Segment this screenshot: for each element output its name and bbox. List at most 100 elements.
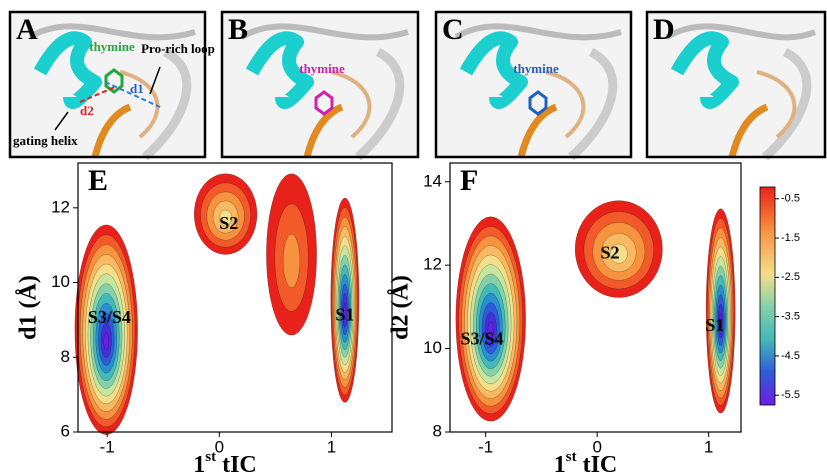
panel-frame xyxy=(8,10,207,159)
y-tick-label: 6 xyxy=(61,421,70,440)
x-axis-label-part: st xyxy=(205,449,216,465)
ribbon xyxy=(28,23,196,41)
x-tick-label: 1 xyxy=(327,437,336,456)
d1-label: d1 xyxy=(130,81,144,96)
ribbon xyxy=(454,23,622,41)
colorbar-tick-label: -2.5 xyxy=(781,271,800,283)
ribbon xyxy=(568,47,618,161)
axes-frame xyxy=(449,162,742,433)
thymine-label: thymine xyxy=(299,61,345,76)
y-tick-label: 14 xyxy=(423,171,442,190)
helix xyxy=(245,31,314,109)
loop xyxy=(756,70,797,139)
panel-label: A xyxy=(16,13,38,46)
x-tick-label: 0 xyxy=(592,437,601,456)
y-tick-label: 10 xyxy=(51,272,70,291)
x-tick-label: 1 xyxy=(704,437,713,456)
y-tick-label: 12 xyxy=(423,255,442,274)
arrow xyxy=(54,111,69,131)
plot-label: F xyxy=(460,164,478,197)
ribbon xyxy=(142,47,192,161)
panel-label: C xyxy=(442,13,464,46)
state-label: S1 xyxy=(705,315,724,335)
y-axis-label: d2 (Å) xyxy=(388,275,414,340)
thymine-label: thymine xyxy=(513,61,559,76)
helix-label: gating helix xyxy=(13,133,78,148)
panel: D xyxy=(645,10,827,161)
y-tick-label: 10 xyxy=(423,338,442,357)
state-label: S2 xyxy=(601,243,620,263)
thymine xyxy=(314,90,334,116)
loop-label: Pro-rich loop xyxy=(141,41,215,56)
dna-backbone xyxy=(728,103,769,158)
state-label: S3/S4 xyxy=(460,329,503,349)
thymine xyxy=(104,68,124,94)
panel-frame xyxy=(645,10,827,159)
thymine-label: thymine xyxy=(89,39,135,54)
dna-backbone xyxy=(303,103,344,158)
x-axis-label-part: st xyxy=(566,449,577,465)
panel-label: B xyxy=(228,13,248,46)
x-axis-label-part: tIC xyxy=(216,452,257,475)
x-axis-label-part: tIC xyxy=(577,452,618,475)
loop xyxy=(331,70,372,139)
panel-frame xyxy=(434,10,633,159)
colorbar-fill xyxy=(759,186,776,406)
dna-backbone xyxy=(91,103,132,158)
x-tick-label: 0 xyxy=(215,437,224,456)
loop xyxy=(545,70,586,139)
y-tick-label: 12 xyxy=(51,197,70,216)
arrow xyxy=(149,66,161,95)
contour xyxy=(609,243,628,264)
colorbar-tick-label: -5.5 xyxy=(781,389,800,401)
d2-label: d2 xyxy=(80,103,94,118)
dna-backbone xyxy=(517,103,558,158)
contour xyxy=(219,209,233,227)
y-tick-label: 8 xyxy=(433,421,442,440)
x-axis-label: 1st tIC xyxy=(193,449,257,475)
x-axis-label-part: 1 xyxy=(193,452,205,475)
ribbon xyxy=(355,47,405,161)
contour xyxy=(719,313,723,331)
helix xyxy=(33,31,102,109)
d1-line xyxy=(104,81,161,108)
contour xyxy=(487,321,494,339)
colorbar-tick-label: -4.5 xyxy=(781,350,800,362)
ribbon xyxy=(762,47,812,161)
y-axis-label: d1 (Å) xyxy=(16,275,42,340)
plot-label: E xyxy=(88,164,108,197)
ribbon xyxy=(665,23,817,41)
colorbar-tick-label: -0.5 xyxy=(781,193,800,205)
panel-frame xyxy=(220,10,420,159)
contour xyxy=(103,332,110,351)
panel-label: D xyxy=(653,13,675,46)
x-tick-label: -1 xyxy=(478,437,493,456)
y-tick-label: 8 xyxy=(61,347,70,366)
state-label: S1 xyxy=(335,304,354,324)
helix xyxy=(670,31,739,109)
colorbar: -0.5 -1.5 -2.5 -3.5 -4.5 -5.5 xyxy=(759,186,800,406)
contour xyxy=(282,233,301,289)
x-axis-label: 1st tIC xyxy=(554,449,618,475)
axes-frame xyxy=(77,162,393,433)
helix xyxy=(459,31,528,109)
d2-line xyxy=(79,86,116,103)
thymine xyxy=(528,90,548,116)
colorbar-tick-label: -3.5 xyxy=(781,311,800,323)
colorbar-tick-label: -1.5 xyxy=(781,232,800,244)
state-label: S3/S4 xyxy=(88,307,131,327)
x-tick-label: -1 xyxy=(100,437,115,456)
ribbon xyxy=(240,23,409,41)
state-label: S2 xyxy=(219,213,238,233)
loop xyxy=(119,70,160,139)
contour xyxy=(343,302,347,321)
x-axis-label-part: 1 xyxy=(554,452,566,475)
